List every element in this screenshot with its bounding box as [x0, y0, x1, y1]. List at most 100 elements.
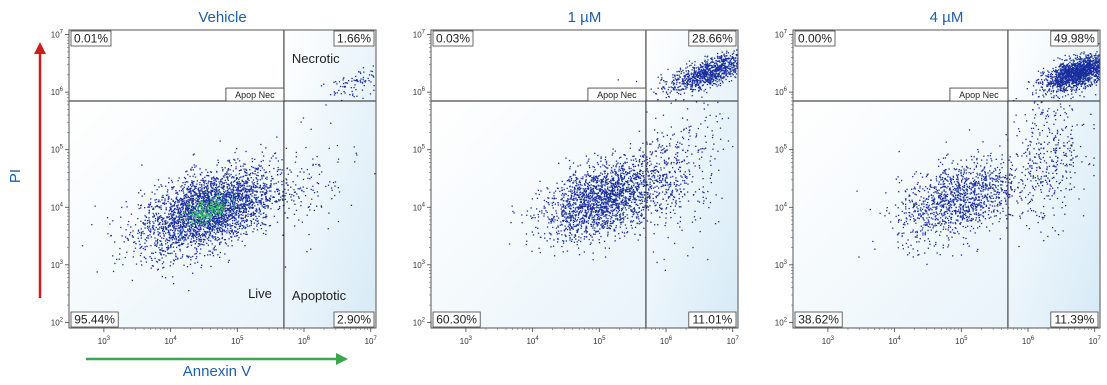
- event-dot: [153, 223, 154, 224]
- event-dot: [242, 208, 243, 209]
- event-dot: [194, 263, 195, 264]
- event-dot: [657, 224, 658, 225]
- event-dot: [91, 224, 92, 225]
- event-dot: [220, 181, 221, 182]
- event-dot: [187, 201, 188, 202]
- event-dot: [636, 161, 637, 162]
- event-dot: [151, 260, 152, 261]
- event-dot: [611, 196, 612, 197]
- event-dot: [591, 215, 592, 216]
- event-dot: [629, 173, 630, 174]
- x-axis-arrow-head: [336, 353, 348, 365]
- event-dot: [167, 252, 168, 253]
- event-dot-dense: [205, 205, 206, 206]
- event-dot-dense: [218, 212, 219, 213]
- event-dot: [193, 203, 194, 204]
- event-dot: [561, 208, 562, 209]
- event-dot: [226, 218, 227, 219]
- event-dot: [252, 183, 253, 184]
- event-dot: [293, 189, 294, 190]
- event-dot: [626, 158, 627, 159]
- event-dot: [255, 216, 256, 217]
- event-dot: [641, 210, 642, 211]
- event-dot: [239, 183, 240, 184]
- event-dot: [158, 201, 159, 202]
- event-dot: [567, 200, 568, 201]
- event-dot: [179, 199, 180, 200]
- event-dot-dense: [198, 209, 199, 210]
- event-dot: [252, 173, 253, 174]
- event-dot: [338, 159, 339, 160]
- event-dot: [649, 182, 650, 183]
- event-dot: [213, 248, 214, 249]
- event-dot: [207, 172, 208, 173]
- event-dot: [590, 187, 591, 188]
- event-dot: [126, 252, 127, 253]
- event-dot: [159, 217, 160, 218]
- event-dot: [572, 186, 573, 187]
- event-dot: [236, 212, 237, 213]
- event-dot: [212, 227, 213, 228]
- event-dot-dense: [210, 213, 211, 214]
- event-dot-dense: [235, 211, 236, 212]
- event-dot: [166, 238, 167, 239]
- event-dot: [641, 166, 642, 167]
- event-dot: [218, 193, 219, 194]
- event-dot: [607, 188, 608, 189]
- event-dot: [250, 189, 251, 190]
- event-dot: [191, 216, 192, 217]
- event-dot-dense: [202, 214, 203, 215]
- event-dot-dense: [200, 222, 201, 223]
- event-dot: [620, 223, 621, 224]
- event-dot: [175, 253, 176, 254]
- event-dot: [623, 173, 624, 174]
- event-dot: [260, 200, 261, 201]
- event-dot: [231, 185, 232, 186]
- event-dot: [591, 191, 592, 192]
- event-dot: [590, 224, 591, 225]
- event-dot: [303, 191, 304, 192]
- event-dot: [577, 232, 578, 233]
- event-dot: [595, 176, 596, 177]
- event-dot: [597, 162, 598, 163]
- event-dot: [280, 174, 281, 175]
- event-dot: [264, 206, 265, 207]
- event-dot: [631, 202, 632, 203]
- event-dot: [199, 168, 200, 169]
- event-dot: [295, 184, 296, 185]
- event-dot: [589, 234, 590, 235]
- event-dot: [164, 198, 165, 199]
- event-dot: [222, 234, 223, 235]
- event-dot: [201, 184, 202, 185]
- event-dot: [242, 206, 243, 207]
- event-dot: [226, 230, 227, 231]
- event-dot: [352, 94, 353, 95]
- event-dot: [232, 220, 233, 221]
- y-tick-label: 104: [51, 202, 64, 212]
- event-dot: [187, 214, 188, 215]
- event-dot: [262, 187, 263, 188]
- event-dot: [140, 235, 141, 236]
- event-dot: [633, 185, 634, 186]
- event-dot: [219, 181, 220, 182]
- event-dot: [603, 204, 604, 205]
- event-dot: [184, 195, 185, 196]
- event-dot: [158, 213, 159, 214]
- event-dot: [618, 233, 619, 234]
- event-dot: [612, 178, 613, 179]
- event-dot: [194, 253, 195, 254]
- event-dot-dense: [218, 203, 219, 204]
- event-dot: [221, 217, 222, 218]
- event-dot: [240, 222, 241, 223]
- event-dot: [194, 174, 195, 175]
- event-dot-dense: [234, 199, 235, 200]
- event-dot: [269, 190, 270, 191]
- event-dot-dense: [196, 215, 197, 216]
- event-dot: [556, 216, 557, 217]
- event-dot: [308, 234, 309, 235]
- event-dot: [546, 201, 547, 202]
- event-dot: [182, 182, 183, 183]
- event-dot: [279, 190, 280, 191]
- event-dot: [158, 219, 159, 220]
- event-dot: [256, 199, 257, 200]
